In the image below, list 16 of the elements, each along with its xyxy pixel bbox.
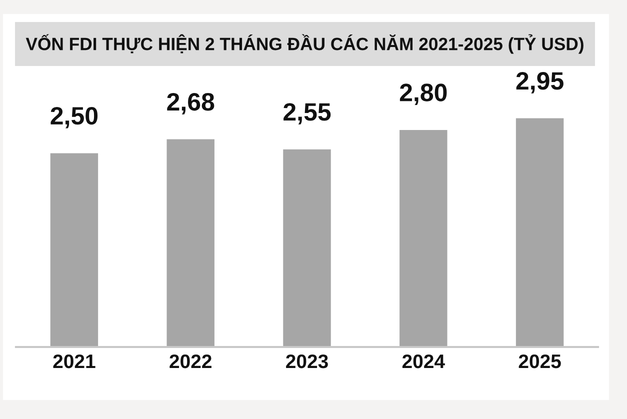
- bar: [166, 139, 214, 347]
- chart-title: VỐN FDI THỰC HIỆN 2 THÁNG ĐẦU CÁC NĂM 2021-2025 (TỶ USD): [26, 34, 584, 54]
- data-label: 2,80: [400, 84, 447, 106]
- x-tick-label: 2023: [286, 354, 328, 368]
- data-label: 2,95: [516, 72, 564, 94]
- bar: [400, 130, 448, 347]
- x-tick-label: 2024: [402, 354, 445, 368]
- data-label: 2,68: [167, 92, 214, 114]
- x-tick-label: 2021: [53, 354, 96, 368]
- x-tick-label: 2022: [170, 354, 212, 368]
- data-label: 2,50: [50, 106, 98, 128]
- bar: [283, 149, 331, 347]
- bar: [516, 118, 564, 347]
- bar: [50, 153, 98, 347]
- data-label: 2,55: [284, 103, 331, 124]
- x-tick-label: 2025: [518, 354, 561, 368]
